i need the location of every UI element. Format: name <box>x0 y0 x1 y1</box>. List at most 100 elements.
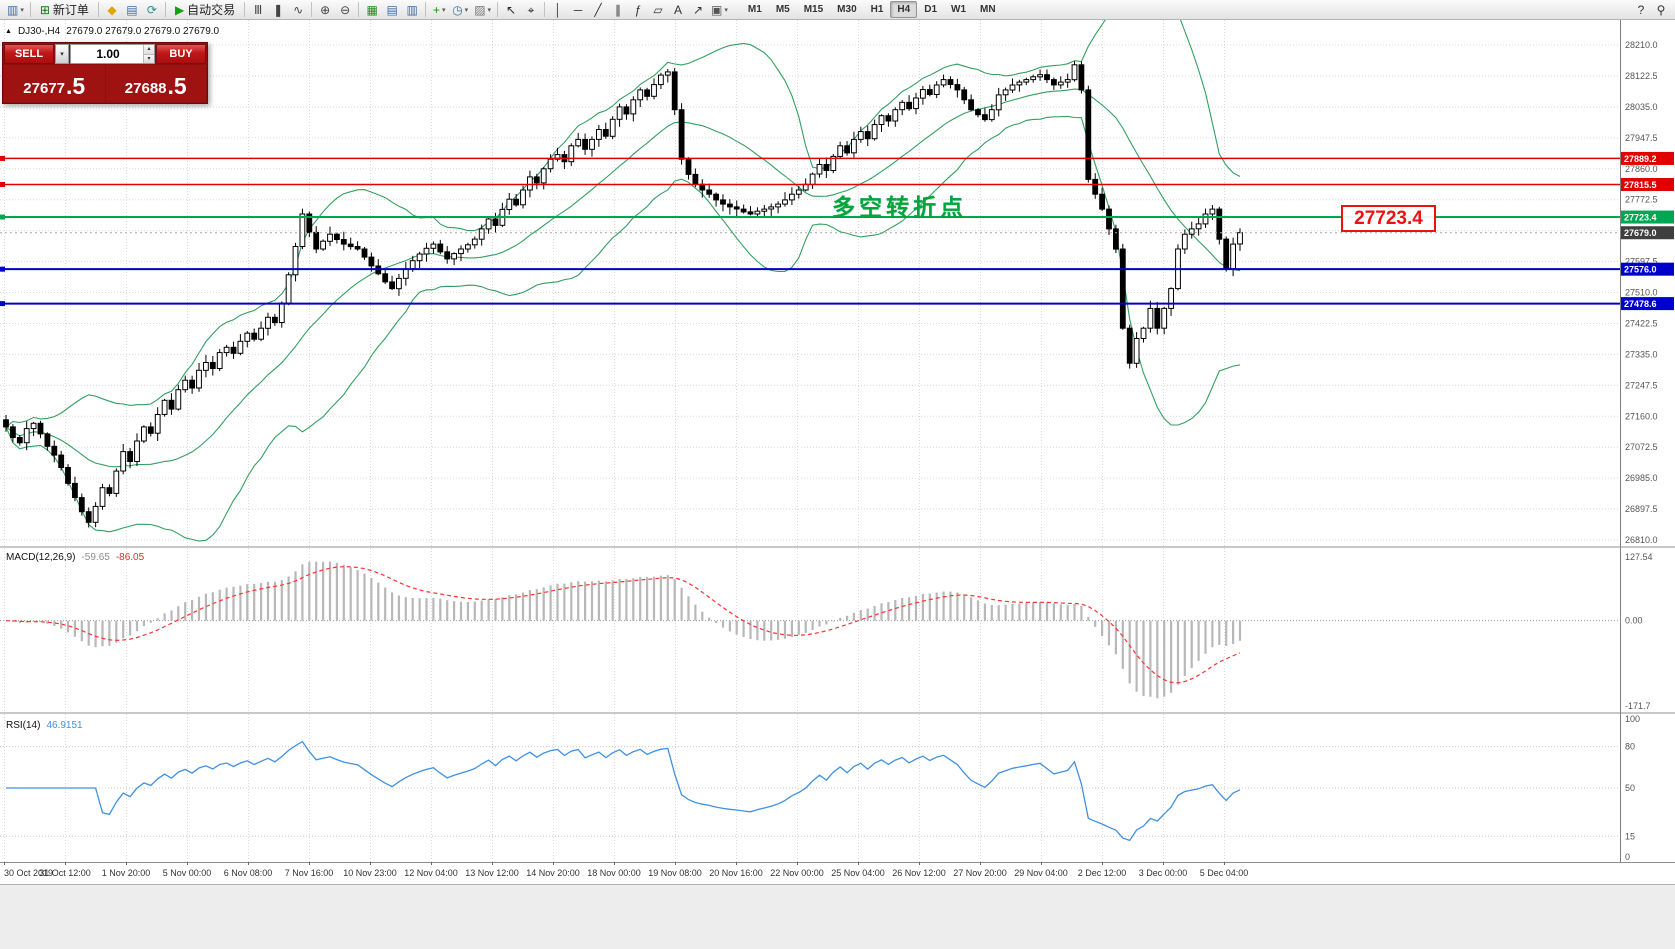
market-watch-button[interactable]: ▤ <box>122 1 142 19</box>
timeframe-h1-button[interactable]: H1 <box>870 4 884 15</box>
buy-price-pips: .5 <box>167 73 187 100</box>
svg-text:27576.0: 27576.0 <box>1624 265 1657 275</box>
svg-text:80: 80 <box>1625 742 1635 752</box>
price-chart-svg: 28210.0 28122.5 28035.0 27947.5 27860.0 27772… <box>0 20 1675 884</box>
auto-trading-label: 自动交易 <box>187 3 236 17</box>
tile-windows-button[interactable]: ▦ <box>362 1 382 19</box>
candles <box>3 61 1243 528</box>
timeframe-mn-button[interactable]: MN <box>980 4 996 15</box>
timeframe-m5-button[interactable]: M5 <box>775 4 790 15</box>
oct-collapse-icon[interactable]: ▲ <box>5 28 12 35</box>
refresh-button[interactable]: ⟳ <box>142 1 162 19</box>
line-chart-button[interactable]: ∿ <box>288 1 308 19</box>
macd-main-value: -59.65 <box>81 552 110 563</box>
tile-windows-icon: ▦ <box>366 2 378 17</box>
shapes-button[interactable]: ▱ <box>648 1 668 19</box>
equidistant-channel-icon: ∥ <box>615 2 622 17</box>
new-order-icon: ⊞ <box>39 2 50 17</box>
bar-chart-button[interactable]: Ⅲ <box>248 1 268 19</box>
indicators-caret-icon[interactable]: ▾ <box>441 6 446 14</box>
arrow-tool-icon: ↗ <box>693 2 704 17</box>
toolbar-separator <box>244 2 246 17</box>
toolbar-separator <box>164 2 166 17</box>
cascade-windows-button[interactable]: ▤ <box>382 1 402 19</box>
objects-list-caret-icon[interactable]: ▾ <box>724 6 728 14</box>
symbol-label: DJ30-,H4 <box>17 26 61 37</box>
auto-trading-button[interactable]: ▶ 自动交易 <box>169 1 241 19</box>
level-line-27478.6[interactable]: 27478.6 <box>0 297 1674 311</box>
svg-text:27478.6: 27478.6 <box>1624 299 1657 309</box>
templates-button[interactable]: ▨ ▾ <box>471 1 494 19</box>
equidistant-channel-button[interactable]: ∥ <box>608 1 628 19</box>
indicators-button[interactable]: + ▾ <box>429 1 449 19</box>
templates-icon: ▨ <box>474 2 486 17</box>
cascade-windows-icon: ▤ <box>386 2 398 17</box>
trendline-button[interactable]: ╱ <box>588 1 608 19</box>
order-type-dropdown[interactable]: ▾ <box>55 44 69 64</box>
toolbar-separator <box>29 2 31 17</box>
svg-text:18 Nov 00:00: 18 Nov 00:00 <box>587 868 641 878</box>
text-tool-button[interactable]: A <box>668 1 688 19</box>
timeframe-m15-button[interactable]: M15 <box>803 4 824 15</box>
bollinger-bands <box>5 20 1241 542</box>
arrow-tool-button[interactable]: ↗ <box>688 1 708 19</box>
timeframe-m30-button[interactable]: M30 <box>837 4 857 15</box>
templates-caret-icon[interactable]: ▾ <box>487 6 492 14</box>
zoom-in-button[interactable]: ⊕ <box>315 1 335 19</box>
new-order-label: 新订单 <box>52 3 89 17</box>
volume-decrease-button[interactable]: ▾ <box>144 53 154 63</box>
new-order-button[interactable]: ⊞ 新订单 <box>34 1 95 19</box>
volume-input[interactable] <box>71 45 154 63</box>
new-chart-button[interactable]: ▥ ▾ <box>4 1 27 19</box>
candle-chart-button[interactable]: ❚ <box>268 1 288 19</box>
level-line-27576.0[interactable]: 27576.0 <box>0 262 1674 276</box>
svg-text:26897.5: 26897.5 <box>1625 504 1658 514</box>
svg-text:1 Nov 20:00: 1 Nov 20:00 <box>102 868 151 878</box>
help-button[interactable]: ? <box>1631 1 1651 19</box>
current-price-tag: 27679.0 <box>1621 226 1674 240</box>
periods-button[interactable]: ◷ ▾ <box>449 1 471 19</box>
sell-button[interactable]: SELL <box>4 44 54 64</box>
svg-text:100: 100 <box>1625 714 1640 724</box>
svg-text:27335.0: 27335.0 <box>1625 349 1658 359</box>
macd-histogram <box>11 561 1242 699</box>
svg-text:27679.0: 27679.0 <box>1624 228 1657 238</box>
macd-title: MACD(12,26,9) <box>6 552 76 563</box>
timeframe-h4-button[interactable]: H4 <box>890 1 918 18</box>
svg-text:27860.0: 27860.0 <box>1625 164 1658 174</box>
profiles-button[interactable]: ◆ <box>102 1 122 19</box>
timeframe-w1-button[interactable]: W1 <box>951 4 967 15</box>
svg-text:28210.0: 28210.0 <box>1625 40 1658 50</box>
volume-spinner: ▴ ▾ <box>143 45 154 63</box>
periods-caret-icon[interactable]: ▾ <box>464 6 469 14</box>
arrange-windows-button[interactable]: ▥ <box>402 1 422 19</box>
volume-increase-button[interactable]: ▴ <box>144 45 154 54</box>
buy-button[interactable]: BUY <box>156 44 206 64</box>
svg-text:14 Nov 20:00: 14 Nov 20:00 <box>526 868 580 878</box>
trade-panel-controls: SELL ▾ ▴ ▾ BUY <box>3 43 207 64</box>
market-watch-icon: ▤ <box>126 2 138 17</box>
crosshair-button[interactable]: ⌖ <box>521 1 541 19</box>
level-line-27889.2[interactable]: 27889.2 <box>0 151 1674 165</box>
timeframe-d1-button[interactable]: D1 <box>924 4 938 15</box>
vertical-line-button[interactable]: │ <box>548 1 568 19</box>
macd-signal-value: -86.05 <box>115 552 145 563</box>
horizontal-line-button[interactable]: ─ <box>568 1 588 19</box>
new-chart-caret-icon[interactable]: ▾ <box>20 6 24 14</box>
fibonacci-button[interactable]: ƒ <box>628 1 648 19</box>
timeframe-m1-button[interactable]: M1 <box>747 4 762 15</box>
cursor-button[interactable]: ↖ <box>501 1 521 19</box>
zoom-out-button[interactable]: ⊖ <box>335 1 355 19</box>
search-button[interactable]: ⚲ <box>1651 1 1671 19</box>
level-line-27815.5[interactable]: 27815.5 <box>0 177 1674 191</box>
new-chart-icon: ▥ <box>7 2 19 17</box>
buy-price-base: 27688 <box>124 80 167 97</box>
cursor-icon: ↖ <box>506 2 517 17</box>
objects-list-button[interactable]: ▣ ▾ <box>708 1 731 19</box>
rsi-value: 46.9151 <box>46 720 83 731</box>
candle-chart-icon: ❚ <box>273 2 284 17</box>
chevron-down-icon: ▾ <box>60 51 64 58</box>
zoom-in-icon: ⊕ <box>320 2 331 17</box>
buy-price[interactable]: 27688.5 <box>105 65 206 102</box>
sell-price[interactable]: 27677.5 <box>4 65 105 102</box>
